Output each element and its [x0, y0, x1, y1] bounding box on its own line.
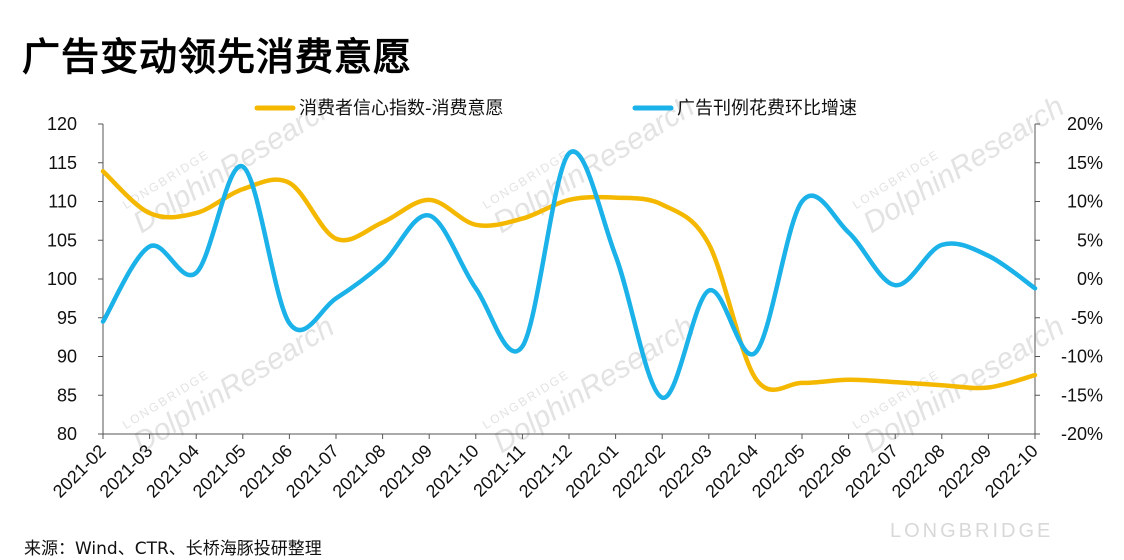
y-left-tick-label: 110	[48, 192, 77, 212]
series-line-1	[100, 169, 1038, 392]
y-left-tick-label: 85	[57, 385, 77, 405]
y-left-tick-label: 120	[47, 114, 77, 134]
y-left-tick-label: 100	[47, 269, 77, 289]
series-line-2	[100, 149, 1038, 400]
y-right-tick-label: 20%	[1067, 114, 1103, 134]
y-left-tick-label: 80	[57, 424, 77, 444]
y-right-tick-label: -15%	[1061, 385, 1103, 405]
y-left-tick-label: 95	[57, 308, 77, 328]
legend-label-1: 消费者信心指数-消费意愿	[299, 98, 504, 119]
brand-mark: LONGBRIDGE	[890, 520, 1054, 542]
y-left-tick-label: 105	[47, 230, 77, 250]
y-left-tick-label: 115	[48, 153, 77, 173]
y-right-tick-label: 5%	[1077, 230, 1103, 250]
legend-label-2: 广告刊例花费环比增速	[677, 98, 857, 119]
y-left-tick-label: 90	[57, 347, 77, 367]
source-note: 来源：Wind、CTR、长桥海豚投研整理	[24, 539, 322, 559]
y-right-tick-label: 10%	[1067, 192, 1103, 212]
y-right-tick-label: 0%	[1077, 269, 1103, 289]
y-right-tick-label: 15%	[1067, 153, 1103, 173]
y-right-tick-label: -5%	[1071, 308, 1103, 328]
chart-title: 广告变动领先消费意愿	[22, 35, 413, 79]
y-right-tick-label: -20%	[1061, 424, 1103, 444]
y-right-tick-label: -10%	[1061, 347, 1103, 367]
